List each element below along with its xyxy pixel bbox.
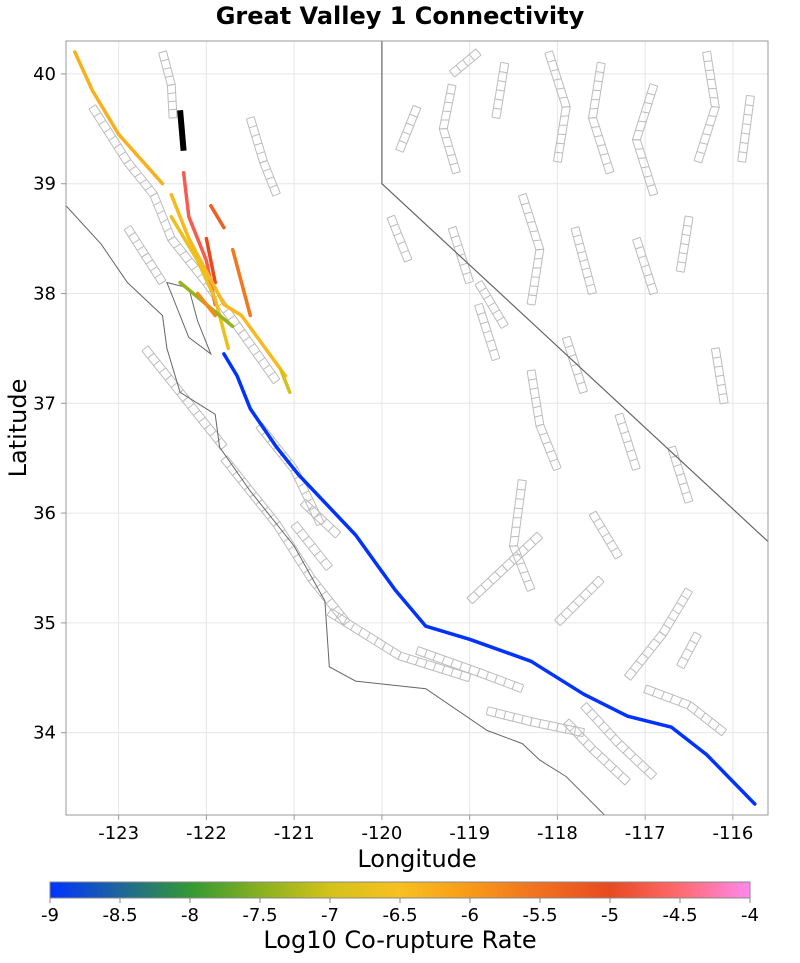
co-rupture-fault [73,50,165,186]
fault-section-outline [141,345,228,451]
fault-section-outline [561,335,588,394]
x-axis-ticks: -123 -122 -121 -120 -119 -118 -117 -116 [98,815,753,844]
co-rupture-fault [204,236,217,285]
y-tick-label: 34 [33,723,56,744]
colorbar-tick-label: -7 [321,905,339,926]
colorbar-tick-label: -6.5 [382,905,417,926]
fault-section-outline [245,116,281,197]
fault-section-outline [290,521,333,571]
colorbar-tick-label: -4.5 [662,905,697,926]
fault-section-outline [220,455,351,626]
fault-section-outline [631,83,659,197]
y-tick-label: 36 [33,503,56,524]
fault-section-outline [123,225,167,286]
y-tick-label: 35 [33,613,56,634]
fault-section-outline [474,302,501,362]
fault-section-outline [632,236,659,296]
colorbar-tick-label: -4 [741,905,759,926]
fault-section-outline [449,48,482,78]
y-tick-label: 37 [33,393,56,414]
co-rupture-fault [195,291,217,318]
x-tick-label: -122 [186,823,227,844]
co-rupture-fault [222,352,757,806]
co-rupture-fault [209,203,226,230]
co-rupture-fault [230,247,253,318]
colorbar [49,881,751,899]
fault-section-outline [526,369,562,472]
colorbar-tick-label: -6 [461,905,479,926]
fault-section-outline [491,61,510,119]
colorbar-tick-label: -9 [41,905,59,926]
x-tick-label: -120 [361,823,402,844]
fault-section-outline [447,225,474,285]
fault-section-outline [624,587,693,681]
fault-section-outline [643,684,727,737]
fault-section-outline [485,706,585,738]
fault-section-outline [570,226,597,295]
fault-section-outline [466,531,543,605]
fault-section-outline [676,631,702,670]
fault-section-outline [587,61,615,175]
fault-section-outline [675,215,694,273]
fault-section-outline [518,193,545,306]
fault-section-outline [474,280,509,329]
grid-lines [66,41,768,815]
x-tick-label: -121 [274,823,315,844]
coastline [66,205,606,815]
y-tick-label: 38 [33,284,56,305]
colorbar-tick-label: -8.5 [102,905,137,926]
y-axis-ticks: 34 35 36 37 38 39 40 [33,64,66,744]
fault-section-outline [667,445,694,504]
chart-title: Great Valley 1 Connectivity [215,2,585,30]
colorbar-ticks: -9 -8.5 -8 -7.5 -7 -6.5 -6 -5.5 -5 -4.5 -4 [41,898,759,926]
fault-section-outline [544,50,571,163]
fault-section-outline [580,702,658,780]
y-tick-label: 39 [33,174,56,195]
fault-section-outline [737,94,755,163]
fault-section-outline [326,608,472,683]
x-axis-label: Longitude [357,845,477,873]
fault-section-outline [386,214,413,263]
colorbar-tick-label: -8 [181,905,199,926]
x-tick-label: -119 [449,823,490,844]
x-tick-label: -118 [537,823,578,844]
fault-section-outline [614,412,641,471]
fault-section-outline [415,646,525,693]
fault-section-outline [710,347,729,405]
colorbar-tick-label: -7.5 [242,905,277,926]
fault-section-outline [438,83,461,175]
y-tick-label: 40 [33,64,56,85]
colorbar-tick-label: -5 [601,905,619,926]
plot-frame [65,40,769,816]
fault-section-outline [395,104,422,153]
colorbar-label: Log10 Co-rupture Rate [263,926,537,954]
x-tick-label: -117 [625,823,666,844]
source-fault [177,109,187,152]
co-rupture-fault [279,368,292,395]
fault-section-outline [562,718,631,786]
co-rupture-fault [169,192,288,378]
co-rupture-fault [169,214,231,351]
x-tick-label: -123 [98,823,139,844]
fault-section-outline [554,575,605,627]
state-border [381,41,768,543]
fault-section-outline [508,479,536,592]
fault-section-outline [693,50,720,164]
fault-section-outline [158,50,178,119]
colorbar-tick-label: -5.5 [522,905,557,926]
fault-section-outline [299,498,342,539]
fault-section-outline [588,510,623,560]
x-tick-label: -116 [712,823,753,844]
